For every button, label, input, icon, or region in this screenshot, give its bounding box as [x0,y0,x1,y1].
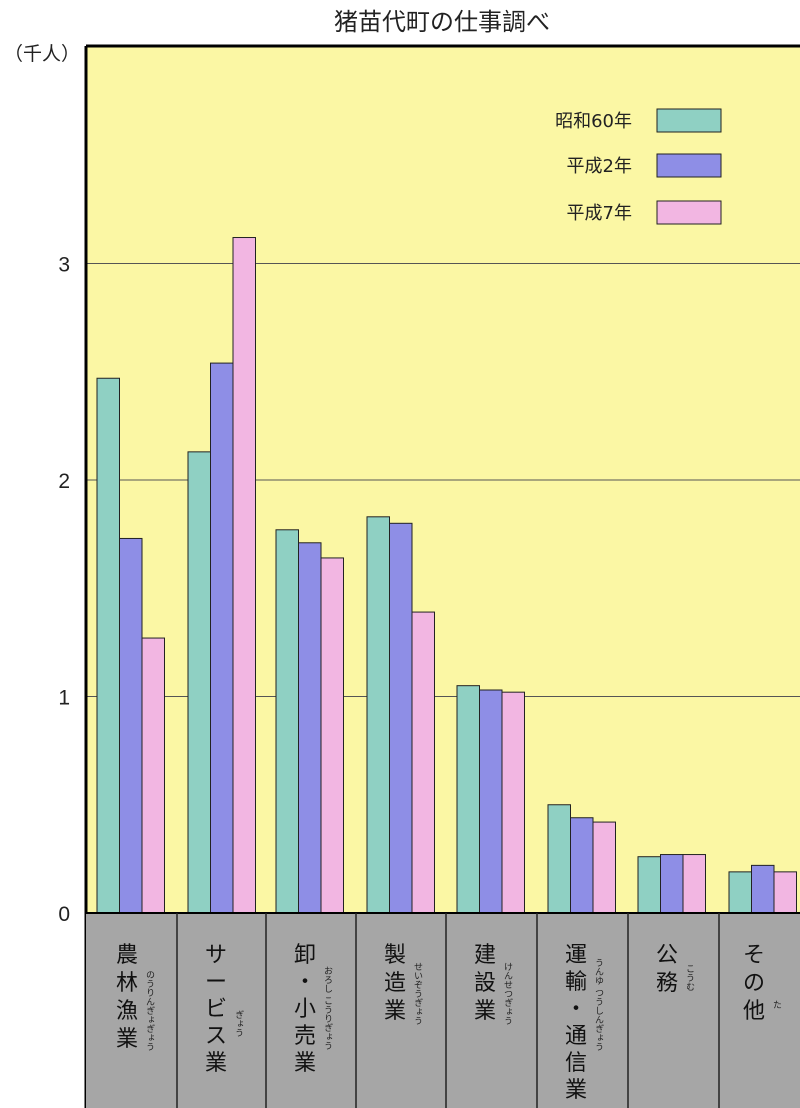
category-ruby: ぎょう [233,1009,243,1037]
bar-2-5 [480,690,503,913]
category-axis-band: 農林漁業 のうりんぎょぎょうサービス業ぎょう卸・小売業おろし こうりぎょう製造業せ… [86,913,800,1108]
bar-2-1 [120,538,143,913]
legend-label-3: 平成7年 [567,203,632,224]
category-ruby: せいぞうぎょう [412,962,423,1025]
y-axis-unit-label: （千人） [4,43,80,65]
bar-3-1 [142,638,165,913]
bar-2-7 [661,855,684,913]
category-char: 業 [116,1027,138,1052]
category-char: ビ [205,997,227,1022]
bar-1-8 [729,872,752,913]
category-char: 信 [565,1051,587,1076]
bar-3-3 [321,558,344,913]
bar-3-8 [774,872,797,913]
category-char: 売 [294,1024,316,1049]
bar-1-3 [276,530,299,913]
legend-swatch-3 [657,201,721,224]
legend-label-1: 昭和60年 [555,111,632,132]
bar-2-3 [299,543,322,913]
bar-1-4 [367,517,390,913]
category-char: 務 [656,971,678,996]
bar-1-7 [638,857,661,913]
category-band-background [86,913,800,1108]
category-char: 業 [294,1051,316,1076]
y-tick-label: 2 [58,470,70,493]
category-char: ・ [565,997,587,1022]
y-tick-label: 1 [58,687,70,710]
category-char: 他 [743,999,765,1024]
category-char: 輸 [565,970,587,995]
y-tick-label: 3 [58,254,70,277]
category-char: サ [205,943,227,968]
category-char: 設 [474,971,496,996]
category-char: 農 [116,943,138,968]
category-ruby: こうむ [684,964,695,991]
category-ruby: けんせつぎょう [502,962,513,1025]
bar-3-5 [502,692,525,913]
category-char: そ [743,943,765,968]
bar-1-6 [548,805,571,913]
bar-2-6 [571,818,594,913]
category-ruby: のうりんぎょぎょう [144,970,155,1051]
category-char: 造 [384,971,406,996]
category-char: 小 [294,997,316,1022]
category-char: 卸 [294,943,316,968]
category-char: 製 [384,943,406,968]
legend-swatch-2 [657,154,721,177]
legend-swatch-1 [657,109,721,132]
category-char: 業 [565,1078,587,1103]
category-char: 通 [565,1024,587,1049]
category-char: 業 [205,1051,227,1076]
bar-1-1 [97,378,120,913]
category-char: ス [205,1024,227,1049]
bar-3-2 [233,238,256,913]
category-char: 公 [656,943,678,968]
category-char: 漁 [116,999,138,1024]
bar-3-7 [683,855,706,913]
y-tick-label: 0 [58,903,70,926]
category-char: 業 [474,999,496,1024]
category-ruby: うんゆ つうしんぎょう [593,958,604,1051]
category-char: の [743,971,765,996]
chart-title: 猪苗代町の仕事調べ [334,8,550,36]
category-char: ・ [294,970,316,995]
bar-2-8 [752,865,775,913]
bar-3-4 [412,612,435,913]
legend-label-2: 平成2年 [567,156,632,177]
category-char: 林 [116,971,138,996]
category-char: 建 [474,943,496,968]
category-char: 運 [565,943,587,968]
bar-2-2 [211,363,234,913]
category-char: 業 [384,999,406,1024]
category-ruby: た [771,1000,782,1009]
bar-1-5 [457,686,480,913]
category-char: ー [205,970,227,995]
category-ruby: おろし こうりぎょう [322,966,332,1050]
bar-2-4 [390,523,413,913]
bar-1-2 [188,452,211,913]
bar-3-6 [593,822,616,913]
